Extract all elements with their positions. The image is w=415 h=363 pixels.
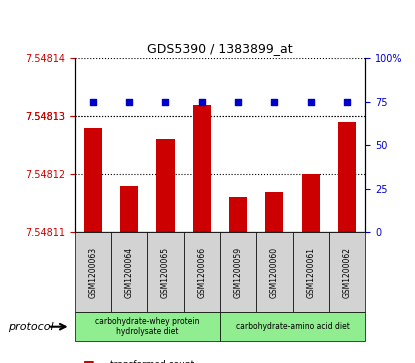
Text: GSM1200063: GSM1200063 [88,247,98,298]
Text: carbohydrate-amino acid diet: carbohydrate-amino acid diet [236,322,349,331]
Point [198,99,205,105]
Text: carbohydrate-whey protein
hydrolysate diet: carbohydrate-whey protein hydrolysate di… [95,317,200,337]
Text: GSM1200064: GSM1200064 [124,247,134,298]
Bar [229,197,247,232]
Text: GSM1200060: GSM1200060 [270,247,279,298]
Text: GSM1200066: GSM1200066 [197,247,206,298]
Point [126,99,132,105]
Text: GSM1200065: GSM1200065 [161,247,170,298]
Point [344,99,350,105]
Text: GSM1200061: GSM1200061 [306,247,315,298]
Bar [156,139,175,232]
Bar [265,192,283,232]
Point [235,99,242,105]
Title: GDS5390 / 1383899_at: GDS5390 / 1383899_at [147,42,293,56]
Point [308,99,314,105]
Bar [193,105,211,232]
Text: protocol: protocol [8,322,54,332]
Bar [120,186,138,232]
Point [90,99,96,105]
Bar [338,122,356,232]
Text: GSM1200062: GSM1200062 [342,247,352,298]
Point [162,99,169,105]
Text: ■: ■ [83,358,95,363]
Text: transformed count: transformed count [110,360,194,363]
Text: GSM1200059: GSM1200059 [234,247,243,298]
Bar [84,128,102,232]
Point [271,99,278,105]
Bar [302,174,320,232]
